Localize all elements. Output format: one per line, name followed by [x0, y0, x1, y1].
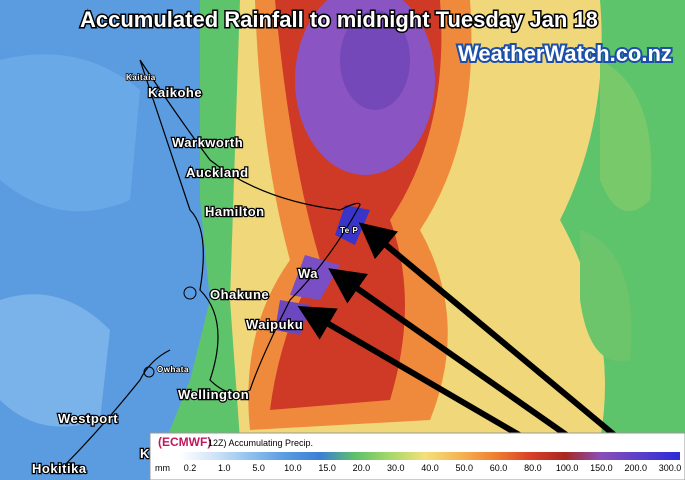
color-strip	[180, 452, 680, 460]
title: Accumulated Rainfall to midnight Tuesday…	[80, 7, 598, 32]
legend-tick: 60.0	[490, 463, 508, 473]
legend-tick: 150.0	[590, 463, 613, 473]
place-label: Ohakune	[210, 287, 269, 302]
place-labels: Kaitaia Kaikohe Warkworth Auckland Hamilton T…	[31, 72, 359, 477]
legend-tick: 0.2	[184, 463, 197, 473]
place-label: Hokitika	[32, 461, 87, 476]
place-label: Kaikohe	[148, 85, 202, 100]
legend-tick: 15.0	[318, 463, 336, 473]
legend-source: (ECMWF)	[158, 435, 211, 449]
legend: (ECMWF) 12Z) Accumulating Precip. mm 0.2…	[149, 432, 685, 480]
place-label: Warkworth	[172, 135, 243, 150]
place-label: Te P	[340, 226, 358, 235]
legend-tick: 20.0	[353, 463, 371, 473]
place-label: Auckland	[186, 165, 249, 180]
legend-tick: 30.0	[387, 463, 405, 473]
legend-tick: 50.0	[456, 463, 474, 473]
legend-tick: 80.0	[524, 463, 542, 473]
legend-tick: 100.0	[556, 463, 579, 473]
place-label: Wellington	[178, 387, 249, 402]
legend-tick: 40.0	[421, 463, 439, 473]
legend-tick: 300.0	[659, 463, 682, 473]
place-label: Westport	[58, 411, 118, 426]
legend-tick: 5.0	[252, 463, 265, 473]
place-label: Hamilton	[205, 204, 265, 219]
legend-unit: mm	[155, 463, 170, 473]
arrow	[297, 305, 547, 453]
arrow	[358, 222, 632, 451]
legend-tick: 10.0	[284, 463, 302, 473]
arrows	[297, 222, 632, 453]
legend-product: 12Z) Accumulating Precip.	[208, 438, 313, 448]
legend-tick: 200.0	[624, 463, 647, 473]
place-label: Owhata	[157, 365, 189, 374]
legend-ticks: 0.2 1.0 5.0 10.0 15.0 20.0 30.0 40.0 50.0 60.0 80.…	[184, 463, 682, 473]
arrow	[328, 268, 587, 451]
place-label: Wa	[298, 266, 318, 281]
place-label: Waipuku	[246, 317, 303, 332]
brand: WeatherWatch.co.nz	[458, 41, 672, 66]
legend-tick: 1.0	[218, 463, 231, 473]
place-label: Kaitaia	[126, 73, 156, 82]
